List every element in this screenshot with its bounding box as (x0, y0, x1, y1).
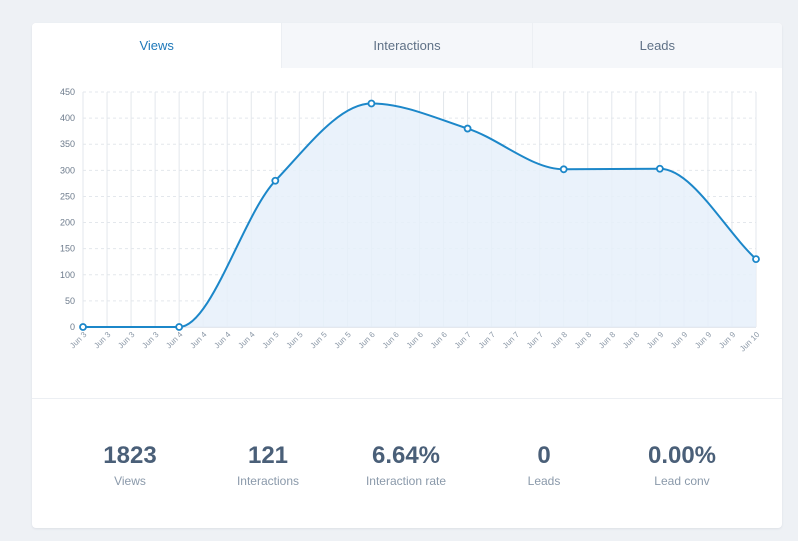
data-point (463, 124, 472, 133)
y-tick-label: 150 (60, 244, 75, 254)
x-tick-label: Jun 6 (429, 330, 450, 351)
x-tick-label: Jun 9 (669, 330, 690, 351)
stat-views: 1823 Views (55, 441, 205, 488)
x-tick-label: Jun 3 (116, 330, 137, 351)
data-point (559, 165, 568, 174)
tab-leads[interactable]: Leads (531, 23, 782, 68)
x-tick-label: Jun 9 (693, 330, 714, 351)
x-tick-label: Jun 9 (645, 330, 666, 351)
y-tick-label: 300 (60, 165, 75, 175)
series-area (83, 103, 756, 327)
x-tick-label: Jun 3 (140, 330, 161, 351)
stat-lead-conv-label: Lead conv (654, 474, 710, 488)
x-tick-label: Jun 4 (236, 330, 257, 351)
x-tick-label: Jun 4 (164, 330, 185, 351)
data-point (271, 176, 280, 185)
y-tick-label: 250 (60, 191, 75, 201)
analytics-card: Views Interactions Leads 0 50 100 150 200 250… (32, 23, 782, 528)
stat-views-value: 1823 (103, 442, 157, 469)
tab-interactions[interactable]: Interactions (281, 23, 532, 68)
stat-lead-conv: 0.00% Lead conv (607, 441, 757, 488)
y-tick-label: 0 (70, 322, 75, 332)
x-tick-label: Jun 5 (260, 330, 281, 351)
x-tick-label: Jun 8 (621, 330, 642, 351)
views-chart: 0 50 100 150 200 250 300 350 400 450 Jun 3 Jun 3 Jun… (32, 68, 782, 398)
stat-interactions-value: 121 (247, 442, 289, 469)
x-tick-label: Jun 7 (453, 330, 474, 351)
tab-views[interactable]: Views (32, 23, 282, 68)
x-tick-label: Jun 9 (717, 330, 738, 351)
x-tick-label: Jun 8 (549, 330, 570, 351)
data-point (367, 99, 376, 108)
x-tick-label: Jun 5 (285, 330, 306, 351)
x-tick-label: Jun 7 (477, 330, 498, 351)
stats-row: 1823 Views 121 Interactions 6.64% Intera… (32, 399, 782, 528)
x-tick-label: Jun 5 (333, 330, 354, 351)
y-tick-label: 50 (65, 296, 75, 306)
x-tick-label: Jun 10 (738, 330, 762, 354)
x-tick-label: Jun 6 (405, 330, 426, 351)
data-point (79, 323, 87, 331)
y-tick-label: 400 (60, 113, 75, 123)
y-tick-label: 100 (60, 270, 75, 280)
x-tick-label: Jun 6 (357, 330, 378, 351)
x-tick-label: Jun 8 (597, 330, 618, 351)
x-tick-label: Jun 4 (212, 330, 233, 351)
data-point (655, 164, 664, 173)
divider (32, 398, 782, 399)
y-tick-label: 450 (60, 87, 75, 97)
stat-leads: 0 Leads (469, 441, 619, 488)
data-point (175, 323, 184, 331)
x-tick-label: Jun 4 (188, 330, 209, 351)
data-point (752, 255, 760, 264)
x-tick-label: Jun 6 (381, 330, 402, 351)
stat-leads-label: Leads (527, 474, 561, 488)
y-tick-label: 350 (60, 139, 75, 149)
stat-leads-value: 0 (537, 442, 551, 469)
tab-bar: Views Interactions Leads (32, 23, 782, 68)
stat-views-label: Views (114, 474, 146, 488)
x-tick-label: Jun 3 (92, 330, 113, 351)
y-tick-label: 200 (60, 218, 75, 228)
x-tick-label: Jun 8 (573, 330, 594, 351)
stat-interaction-rate: 6.64% Interaction rate (331, 441, 481, 488)
x-tick-label: Jun 5 (309, 330, 330, 351)
x-tick-label: Jun 7 (501, 330, 522, 351)
x-tick-label: Jun 7 (525, 330, 546, 351)
x-tick-label: Jun 3 (68, 330, 89, 351)
stat-lead-conv-value: 0.00% (647, 442, 717, 469)
stat-interactions: 121 Interactions (193, 441, 343, 488)
stat-interaction-rate-label: Interaction rate (365, 474, 447, 488)
stat-interactions-label: Interactions (236, 474, 300, 488)
stat-interaction-rate-value: 6.64% (371, 442, 441, 469)
